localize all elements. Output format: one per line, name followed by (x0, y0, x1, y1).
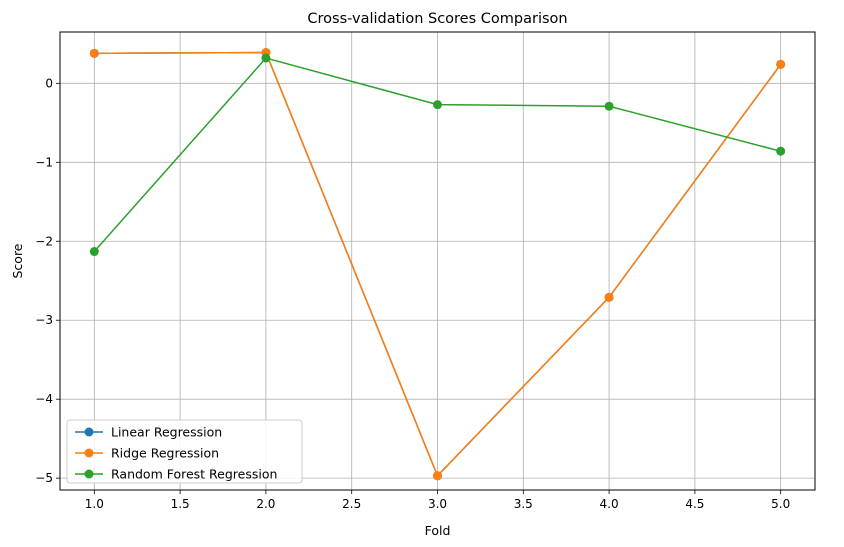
legend-swatch-marker (84, 448, 94, 458)
data-point-random-forest-regression (89, 247, 99, 257)
data-point-ridge-regression (604, 292, 614, 302)
y-tick-label: −3 (35, 313, 53, 327)
series-ridge-regression (89, 48, 786, 481)
legend-label: Random Forest Regression (111, 467, 277, 482)
grid-lines (60, 32, 815, 490)
data-point-random-forest-regression (776, 146, 786, 156)
x-tick-label: 4.5 (685, 497, 704, 511)
legend-entry: Ridge Regression (75, 446, 219, 461)
series-random-forest-regression (89, 53, 786, 257)
legend-label: Ridge Regression (111, 446, 219, 461)
y-tick-label: 0 (45, 76, 53, 90)
legend-swatch-marker (84, 469, 94, 479)
legend: Linear Regression Ridge Regression Random … (66, 419, 303, 484)
x-tick-label: 1.0 (85, 497, 104, 511)
data-point-ridge-regression (433, 471, 442, 481)
x-axis-label: Fold (425, 523, 451, 538)
data-point-random-forest-regression (604, 101, 614, 111)
chart-title: Cross-validation Scores Comparison (307, 11, 567, 27)
x-tick-label: 3.5 (514, 497, 533, 511)
x-tick-label: 3.0 (428, 497, 447, 511)
x-tick-label: 2.0 (256, 497, 275, 511)
legend-box (66, 419, 303, 484)
y-tick-label: −2 (35, 234, 53, 248)
x-tick-label: 2.5 (342, 497, 361, 511)
legend-label: Linear Regression (111, 425, 222, 440)
data-point-random-forest-regression (261, 53, 271, 63)
x-tick-label: 1.5 (171, 497, 190, 511)
series-layer (89, 48, 786, 481)
data-point-ridge-regression (89, 48, 99, 58)
x-tick-label: 5.0 (771, 497, 790, 511)
y-axis: 0 −1 −2 −3 −4 −5 (35, 76, 60, 485)
y-axis-label: Score (10, 243, 25, 278)
data-point-ridge-regression (776, 59, 786, 69)
y-tick-label: −5 (35, 471, 53, 485)
legend-entry: Linear Regression (75, 425, 222, 440)
x-tick-label: 4.0 (600, 497, 619, 511)
y-tick-label: −1 (35, 155, 53, 169)
x-axis: 1.0 1.5 2.0 2.5 3.0 3.5 4.0 4.5 5.0 (85, 490, 790, 511)
legend-swatch-marker (84, 427, 94, 437)
data-point-random-forest-regression (433, 100, 442, 110)
legend-entry: Random Forest Regression (75, 467, 277, 482)
y-tick-label: −4 (35, 392, 53, 406)
